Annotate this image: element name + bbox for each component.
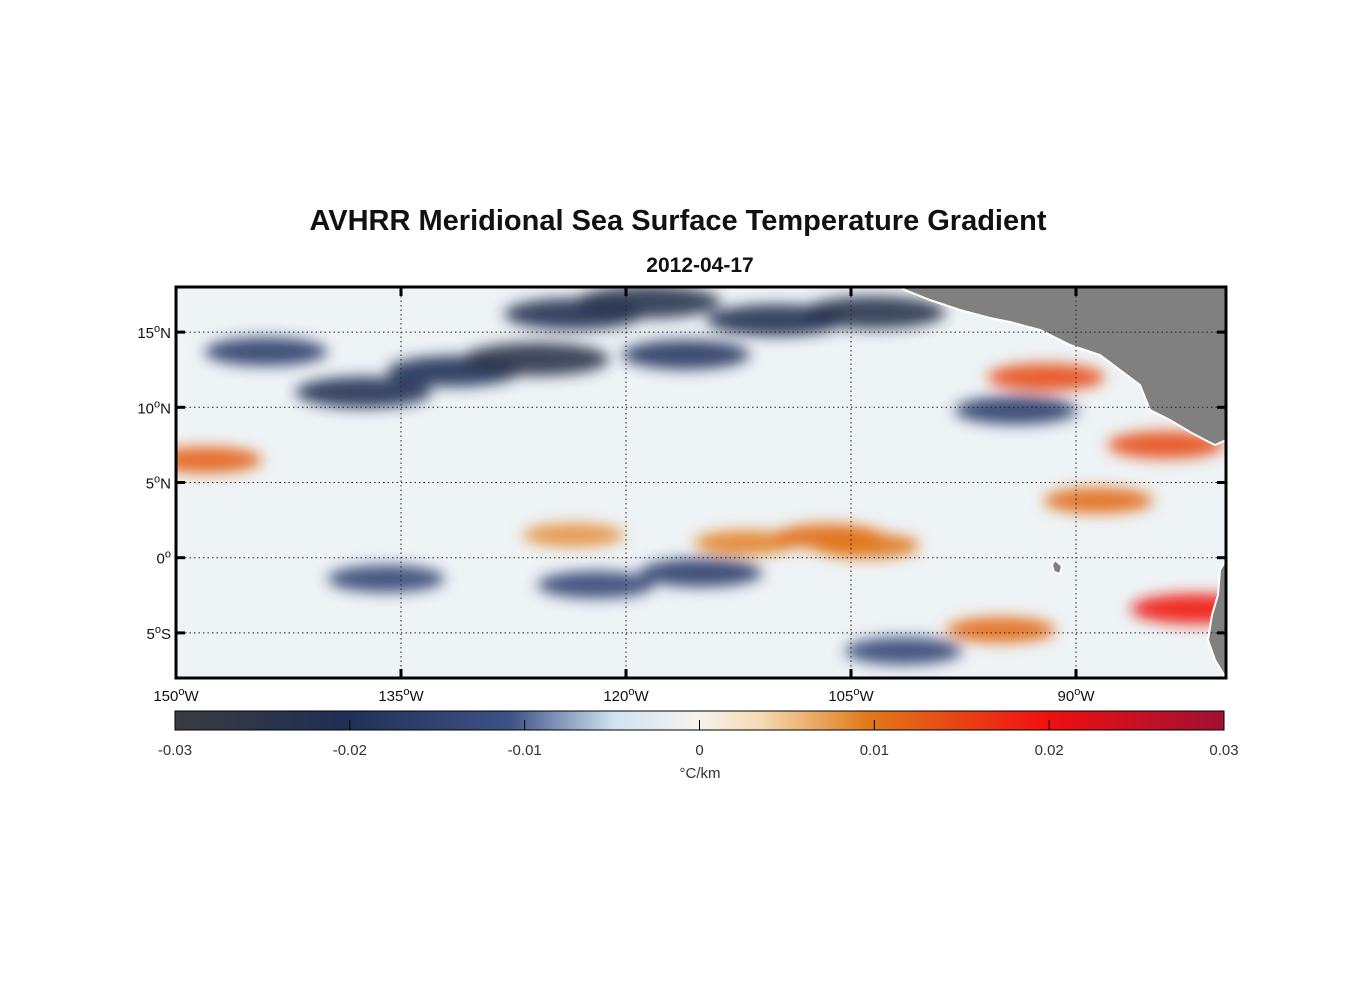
lat-tick-label: 5oN: [146, 474, 171, 493]
gradient-feature: [576, 287, 721, 319]
gradient-feature: [204, 337, 328, 366]
colorbar-unit-label: °C/km: [680, 765, 721, 782]
map-plot-area: [176, 287, 1226, 678]
colorbar-ticks: -0.03 -0.02 -0.01 0 0.01 0.02 0.03: [158, 720, 1239, 759]
lon-tick-label: 105oW: [828, 686, 874, 705]
gradient-feature: [622, 339, 750, 370]
map-axis-labels: 150oW 135oW 120oW 105oW 90oW 15oN 10oN 5oN 0o 5oS: [137, 323, 1095, 705]
gradient-feature: [812, 532, 920, 559]
gradient-feature: [954, 396, 1078, 425]
gradient-feature: [522, 523, 625, 548]
land-galapagos: [1050, 558, 1064, 576]
land-south-america: [1206, 558, 1226, 678]
map-axis-ticks: [174, 287, 1226, 678]
gradient-feature: [1107, 431, 1225, 459]
lon-tick-label: 135oW: [378, 686, 424, 705]
lat-tick-label: 5oS: [147, 624, 171, 643]
gradient-feature: [946, 616, 1056, 643]
colorbar-tick-label: 0.01: [860, 742, 889, 759]
lon-tick-label: 90oW: [1058, 686, 1096, 705]
land-masses: [898, 287, 1226, 678]
colorbar-tick-label: -0.03: [158, 742, 192, 759]
colorbar-tick-label: 0.02: [1035, 742, 1064, 759]
chart-title: AVHRR Meridional Sea Surface Temperature…: [309, 205, 1047, 237]
colorbar-tick-label: -0.01: [508, 742, 542, 759]
gradient-feature: [1043, 487, 1154, 514]
gradient-feature: [639, 558, 763, 587]
lat-tick-label: 0o: [157, 549, 171, 568]
lon-tick-label: 120oW: [603, 686, 649, 705]
gradient-feature: [694, 530, 798, 556]
land-central-america: [898, 287, 1226, 447]
gradient-feature: [462, 342, 610, 376]
gradient-feature: [176, 446, 262, 474]
gradient-feature: [987, 363, 1105, 391]
lat-tick-label: 10oN: [137, 398, 171, 417]
gradient-feature: [844, 637, 963, 665]
gradient-feature: [801, 296, 946, 329]
gradient-feature: [537, 571, 655, 599]
chart-subtitle: 2012-04-17: [646, 254, 754, 277]
colorbar-tick-label: -0.02: [333, 742, 367, 759]
lat-tick-label: 15oN: [137, 323, 171, 342]
gradient-feature: [327, 565, 445, 593]
gradient-feature: [295, 376, 432, 408]
colorbar-tick-label: 0.03: [1209, 742, 1238, 759]
lon-tick-label: 150oW: [153, 686, 199, 705]
colorbar-tick-label: 0: [695, 742, 703, 759]
gradient-feature: [1130, 593, 1226, 624]
gradient-field: [176, 287, 1226, 665]
